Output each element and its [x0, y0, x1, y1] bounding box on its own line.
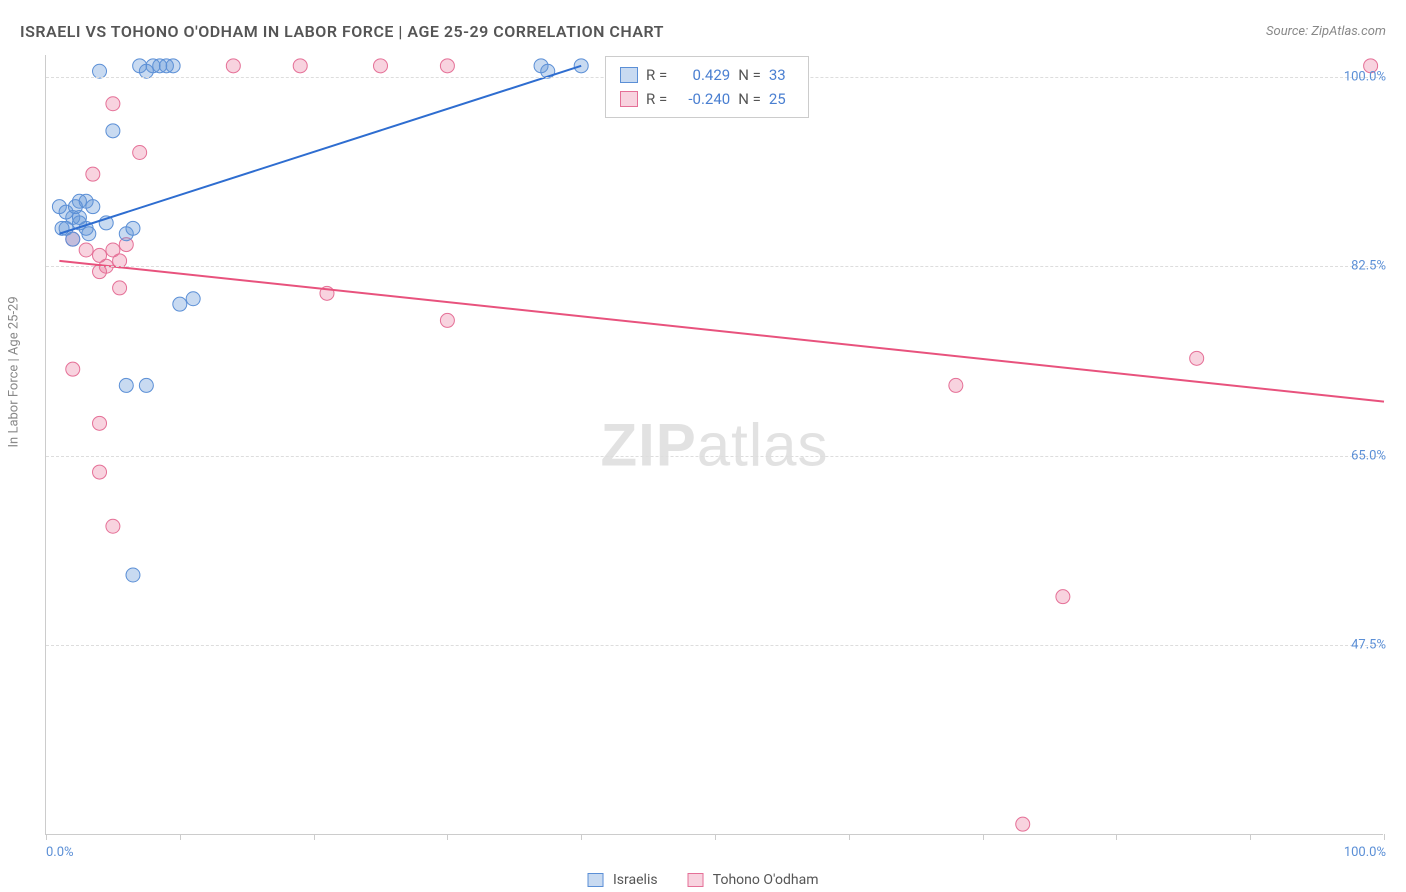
point-israelis [106, 124, 120, 138]
point-israelis [126, 568, 140, 582]
legend-swatch-tohono [688, 873, 704, 887]
legend-item-israelis: Israelis [588, 872, 658, 888]
point-tohono [226, 59, 240, 73]
chart-svg [46, 55, 1383, 834]
x-tick [983, 834, 984, 840]
point-tohono [106, 519, 120, 533]
y-tick-label: 100.0% [1344, 69, 1386, 84]
point-tohono [106, 97, 120, 111]
x-tick [180, 834, 181, 840]
stats-box: R = 0.429 N = 33 R = -0.240 N = 25 [605, 56, 809, 118]
point-tohono [66, 362, 80, 376]
legend-label-tohono: Tohono O'odham [713, 872, 819, 888]
y-tick-label: 82.5% [1351, 259, 1386, 274]
point-tohono [93, 465, 107, 479]
point-tohono [1190, 351, 1204, 365]
gridline [46, 645, 1383, 646]
point-israelis [119, 378, 133, 392]
x-tick [314, 834, 315, 840]
y-tick-label: 65.0% [1351, 448, 1386, 463]
gridline [46, 266, 1383, 267]
point-israelis [186, 292, 200, 306]
point-israelis [82, 227, 96, 241]
gridline [46, 456, 1383, 457]
stats-swatch-tohono [620, 91, 638, 107]
point-israelis [139, 378, 153, 392]
source-label: Source: ZipAtlas.com [1266, 24, 1386, 39]
stats-row-tohono: R = -0.240 N = 25 [620, 87, 794, 111]
point-tohono [79, 243, 93, 257]
y-axis-label: In Labor Force | Age 25-29 [7, 296, 22, 447]
x-tick [1116, 834, 1117, 840]
point-israelis [574, 59, 588, 73]
chart-title: ISRAELI VS TOHONO O'ODHAM IN LABOR FORCE… [20, 22, 664, 41]
point-israelis [126, 221, 140, 235]
point-israelis [173, 297, 187, 311]
point-tohono [1056, 590, 1070, 604]
legend-swatch-israelis [588, 873, 604, 887]
point-israelis [68, 200, 82, 214]
x-tick [46, 834, 47, 840]
plot-area: ZIPatlas [45, 55, 1383, 835]
x-tick [715, 834, 716, 840]
point-tohono [113, 281, 127, 295]
bottom-legend: Israelis Tohono O'odham [588, 872, 819, 888]
point-tohono [374, 59, 388, 73]
trendline-tohono [59, 261, 1384, 402]
x-tick [1250, 834, 1251, 840]
x-min-label: 0.0% [46, 845, 74, 860]
point-tohono [93, 416, 107, 430]
point-tohono [949, 378, 963, 392]
point-tohono [293, 59, 307, 73]
stats-swatch-israelis [620, 67, 638, 83]
point-israelis [66, 232, 80, 246]
point-tohono [86, 167, 100, 181]
x-tick [581, 834, 582, 840]
x-tick [447, 834, 448, 840]
y-tick-label: 47.5% [1351, 638, 1386, 653]
point-tohono [1016, 817, 1030, 831]
point-tohono [440, 313, 454, 327]
point-tohono [440, 59, 454, 73]
point-tohono [133, 146, 147, 160]
x-tick [849, 834, 850, 840]
legend-item-tohono: Tohono O'odham [688, 872, 819, 888]
point-israelis [166, 59, 180, 73]
stats-row-israelis: R = 0.429 N = 33 [620, 63, 794, 87]
x-tick [1384, 834, 1385, 840]
x-max-label: 100.0% [1344, 845, 1386, 860]
legend-label-israelis: Israelis [613, 872, 658, 888]
